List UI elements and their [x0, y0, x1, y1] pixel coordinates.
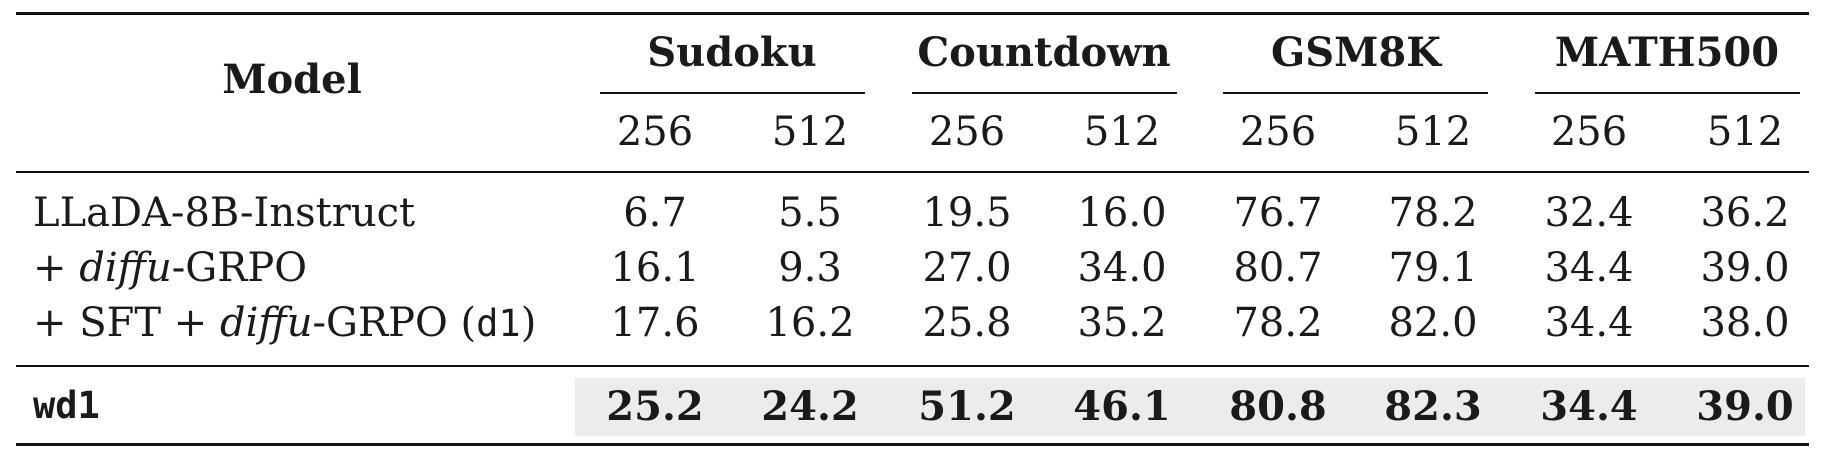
- highlight-row-background: [575, 378, 1805, 436]
- math500-cmidrule: [1535, 92, 1800, 94]
- model-column-header: Model: [222, 56, 362, 103]
- length-header-math500-256: 256: [1550, 109, 1628, 155]
- row-1-gsm8k-512: 78.2: [1388, 190, 1478, 236]
- row-1-math500-512: 36.2: [1700, 190, 1790, 236]
- row-3-sudoku-512: 16.2: [765, 300, 855, 346]
- row-3-model-d1: d1: [476, 302, 521, 345]
- mid-rule: [16, 365, 1809, 367]
- length-header-countdown-256: 256: [928, 109, 1006, 155]
- row-2-countdown-256: 27.0: [922, 245, 1012, 291]
- wd1-sudoku-256: 25.2: [606, 383, 704, 430]
- row-2-math500-256: 34.4: [1544, 245, 1634, 291]
- row-2-gsm8k-512: 79.1: [1388, 245, 1478, 291]
- row-2-gsm8k-256: 80.7: [1233, 245, 1323, 291]
- row-1-model: LLaDA-8B-Instruct: [33, 193, 415, 233]
- group-header-countdown: Countdown: [917, 29, 1171, 76]
- wd1-countdown-512: 46.1: [1073, 383, 1171, 430]
- length-header-gsm8k-512: 512: [1394, 109, 1472, 155]
- row-3-model: + SFT + diffu-GRPO (d1): [33, 303, 536, 343]
- group-header-math500: MATH500: [1554, 29, 1780, 76]
- header-rule: [16, 171, 1809, 173]
- row-1-gsm8k-256: 76.7: [1233, 190, 1323, 236]
- row-3-sudoku-256: 17.6: [610, 300, 700, 346]
- row-1-math500-256: 32.4: [1544, 190, 1634, 236]
- row-1-sudoku-256: 6.7: [623, 190, 687, 236]
- group-header-gsm8k: GSM8K: [1271, 29, 1441, 76]
- row-2-model: + diffu-GRPO: [33, 248, 307, 288]
- row-3-countdown-512: 35.2: [1077, 300, 1167, 346]
- row-3-model-diffu: diffu: [220, 300, 313, 346]
- length-header-gsm8k-256: 256: [1239, 109, 1317, 155]
- row-1-countdown-512: 16.0: [1077, 190, 1167, 236]
- sudoku-cmidrule: [600, 92, 865, 94]
- row-3-model-prefix: + SFT +: [33, 300, 221, 346]
- wd1-gsm8k-512: 82.3: [1384, 383, 1482, 430]
- length-header-math500-512: 512: [1706, 109, 1784, 155]
- wd1-model: wd1: [33, 384, 100, 427]
- length-header-countdown-512: 512: [1083, 109, 1161, 155]
- wd1-countdown-256: 51.2: [918, 383, 1016, 430]
- row-2-model-suffix: -GRPO: [171, 245, 308, 291]
- row-3-gsm8k-256: 78.2: [1233, 300, 1323, 346]
- row-3-model-mid: -GRPO (: [312, 300, 477, 346]
- wd1-math500-512: 39.0: [1696, 383, 1794, 430]
- length-header-sudoku-256: 256: [616, 109, 694, 155]
- row-3-gsm8k-512: 82.0: [1388, 300, 1478, 346]
- row-1-countdown-256: 19.5: [922, 190, 1012, 236]
- wd1-gsm8k-256: 80.8: [1229, 383, 1327, 430]
- bottom-rule: [16, 443, 1809, 446]
- gsm8k-cmidrule: [1223, 92, 1488, 94]
- group-header-sudoku: Sudoku: [647, 29, 817, 76]
- row-2-model-prefix: +: [33, 245, 80, 291]
- countdown-cmidrule: [912, 92, 1177, 94]
- row-2-sudoku-512: 9.3: [778, 245, 842, 291]
- row-3-math500-256: 34.4: [1544, 300, 1634, 346]
- row-1-model-text: LLaDA-8B-Instruct: [33, 190, 416, 236]
- row-2-math500-512: 39.0: [1700, 245, 1790, 291]
- length-header-sudoku-512: 512: [771, 109, 849, 155]
- top-rule: [16, 12, 1809, 15]
- row-3-math500-512: 38.0: [1700, 300, 1790, 346]
- row-2-model-diffu: diffu: [79, 245, 172, 291]
- row-2-sudoku-256: 16.1: [610, 245, 700, 291]
- row-2-countdown-512: 34.0: [1077, 245, 1167, 291]
- wd1-sudoku-512: 24.2: [761, 383, 859, 430]
- wd1-math500-256: 34.4: [1540, 383, 1638, 430]
- row-3-countdown-256: 25.8: [922, 300, 1012, 346]
- row-1-sudoku-512: 5.5: [778, 190, 842, 236]
- row-3-model-close: ): [520, 300, 537, 346]
